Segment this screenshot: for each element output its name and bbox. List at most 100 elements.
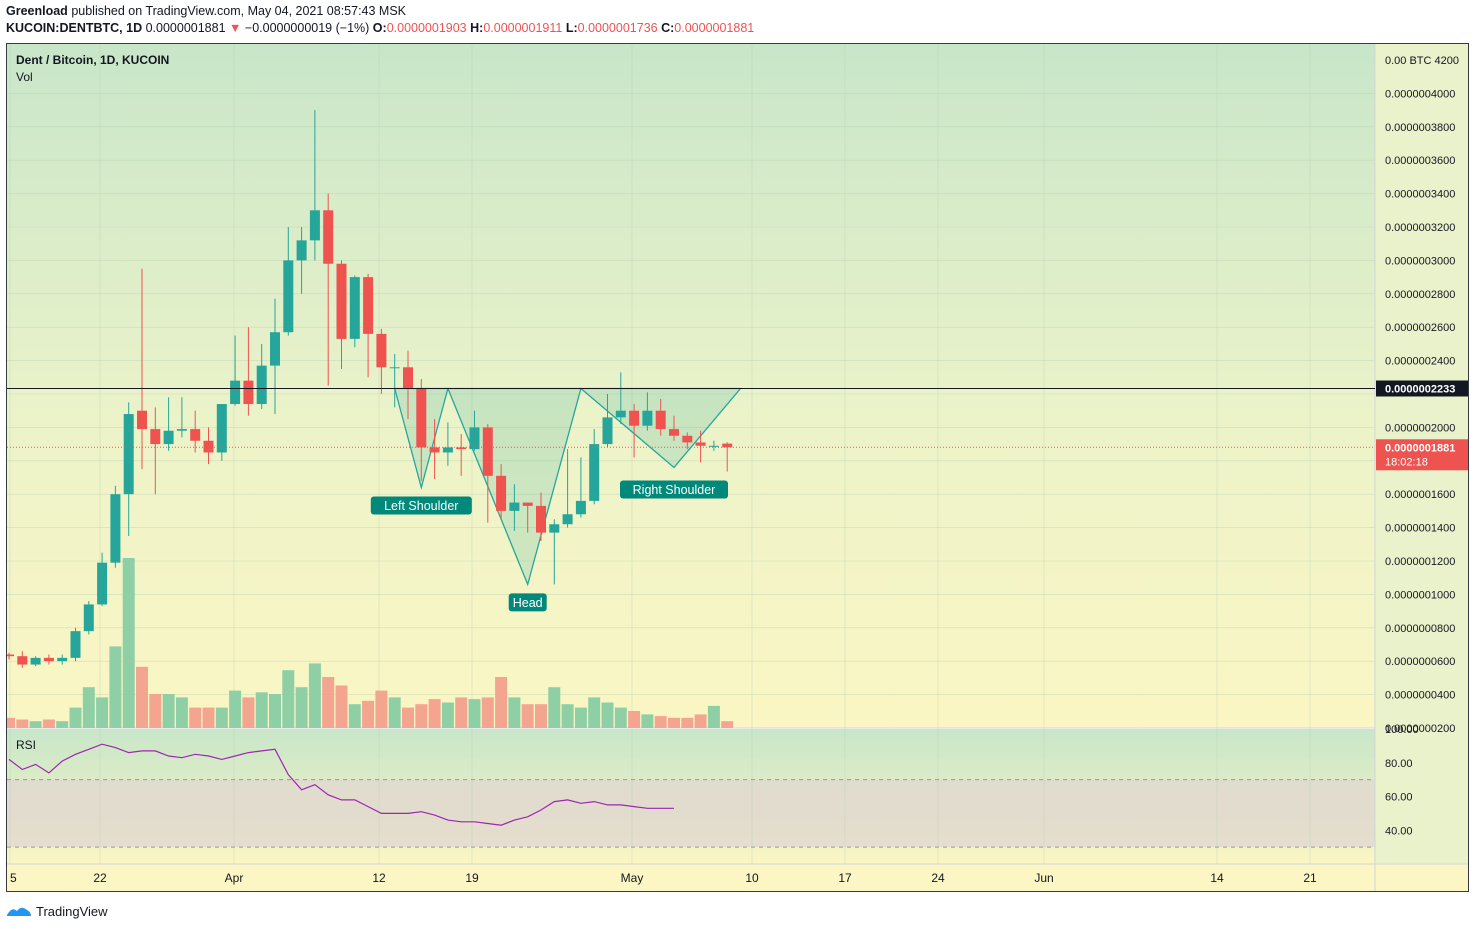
candle-body bbox=[669, 429, 679, 436]
change-down-icon: ▼ bbox=[229, 21, 242, 35]
candle-body bbox=[70, 631, 81, 658]
change-value: −0.0000000019 (−1%) bbox=[244, 21, 370, 35]
pattern-label-box bbox=[508, 593, 547, 612]
volume-bar bbox=[455, 697, 468, 728]
volume-bar bbox=[375, 690, 388, 728]
volume-bar bbox=[481, 697, 494, 728]
chart-area[interactable]: Left Shoulder Head Right Shoulder 0.00 BTC … bbox=[6, 43, 1469, 892]
volume-bar bbox=[96, 697, 109, 728]
candle-body bbox=[163, 430, 174, 445]
candle-body bbox=[522, 502, 533, 506]
price-tick-label: 0.0000000800 bbox=[1385, 623, 1455, 635]
author-name[interactable]: Greenload bbox=[6, 4, 68, 18]
horizontal-line-price-box bbox=[1376, 380, 1468, 397]
candle-body bbox=[83, 604, 94, 632]
price-tick-label: 0.0000001600 bbox=[1385, 489, 1455, 501]
volume-bar bbox=[335, 685, 348, 728]
low-value: 0.0000001736 bbox=[577, 21, 658, 35]
price-tick-label: 0.0000004000 bbox=[1385, 88, 1455, 100]
volume-bar bbox=[601, 702, 614, 728]
candle-body bbox=[708, 445, 719, 447]
candle-body bbox=[416, 388, 427, 448]
volume-bar bbox=[561, 704, 574, 728]
candle-body bbox=[536, 505, 546, 533]
volume-bar bbox=[415, 704, 428, 728]
price-tick-label: 0.0000001400 bbox=[1385, 523, 1455, 535]
candle-body bbox=[496, 475, 507, 511]
volume-bar bbox=[508, 697, 521, 728]
time-tick-label: 12 bbox=[372, 871, 386, 885]
brand-name: TradingView bbox=[36, 903, 108, 919]
volume-bar bbox=[535, 704, 547, 728]
time-tick-label: 17 bbox=[838, 871, 852, 885]
open-value: 0.0000001903 bbox=[386, 21, 467, 35]
volume-bar bbox=[162, 694, 175, 728]
time-tick-label: May bbox=[621, 871, 644, 885]
pattern-label: Left Shoulder bbox=[384, 499, 458, 513]
candle-body bbox=[97, 562, 108, 605]
volume-bar bbox=[495, 677, 508, 728]
candle-body bbox=[216, 404, 227, 453]
candle-body bbox=[296, 240, 307, 261]
candle-body bbox=[256, 365, 267, 405]
volume-bar bbox=[348, 704, 361, 728]
price-tick-label: 0.0000000400 bbox=[1385, 690, 1455, 702]
candle-body bbox=[575, 500, 586, 515]
last-price: 0.0000001881 bbox=[145, 21, 226, 35]
rsi-band-background bbox=[7, 779, 1375, 848]
volume-bar bbox=[468, 699, 481, 728]
candle-body bbox=[376, 333, 387, 368]
candle-body bbox=[363, 277, 374, 334]
candle-body bbox=[469, 427, 480, 450]
price-tick-label: 0.0000003400 bbox=[1385, 189, 1455, 201]
footer-brand[interactable]: TradingView bbox=[6, 901, 108, 921]
volume-bar bbox=[16, 719, 29, 728]
price-tick-label: 0.0000000200 bbox=[1385, 723, 1455, 735]
price-tick-label: 0.0000003600 bbox=[1385, 155, 1455, 167]
volume-bar bbox=[255, 692, 268, 728]
volume-bar bbox=[362, 700, 375, 728]
candle-body bbox=[456, 447, 467, 450]
volume-bar bbox=[295, 687, 308, 728]
volume-bar bbox=[308, 663, 321, 728]
time-tick-label: Jun bbox=[1034, 871, 1053, 885]
low-label: L: bbox=[565, 21, 578, 35]
chart-canvas[interactable]: Left Shoulder Head Right Shoulder 0.00 BTC … bbox=[7, 44, 1469, 892]
candle-body bbox=[43, 657, 54, 662]
candle-body bbox=[283, 260, 294, 333]
volume-bar bbox=[668, 717, 680, 728]
candle-body bbox=[549, 524, 560, 533]
time-axis-background bbox=[7, 864, 1375, 891]
volume-bar bbox=[109, 646, 122, 728]
tradingview-logo-icon bbox=[7, 907, 31, 916]
candle-body bbox=[123, 414, 134, 495]
volume-bar bbox=[548, 687, 561, 728]
candle-body bbox=[243, 380, 254, 405]
price-tick-label: 0.0000000600 bbox=[1385, 656, 1455, 668]
volume-bar bbox=[189, 707, 202, 728]
volume-bar bbox=[82, 687, 95, 728]
volume-bar bbox=[149, 694, 162, 728]
volume-bar bbox=[428, 699, 441, 728]
last-price-box bbox=[1376, 439, 1468, 471]
main-pane-title: Dent / Bitcoin, 1D, KUCOIN bbox=[16, 53, 170, 67]
candle-body bbox=[429, 447, 440, 453]
candle-body bbox=[349, 277, 360, 339]
candle-body bbox=[57, 657, 68, 662]
rsi-label: RSI bbox=[16, 738, 37, 752]
close-value: 0.0000001881 bbox=[674, 21, 755, 35]
candle-body bbox=[615, 410, 626, 418]
candle-body bbox=[562, 514, 573, 525]
volume-bar bbox=[269, 694, 281, 728]
price-tick-label: 0.0000003200 bbox=[1385, 222, 1455, 234]
candle-body bbox=[602, 417, 613, 445]
candle-body bbox=[722, 443, 733, 448]
candle-body bbox=[190, 429, 201, 441]
candle-body bbox=[482, 427, 493, 476]
close-label: C: bbox=[661, 21, 675, 35]
publish-text: published on TradingView.com, May 04, 20… bbox=[71, 4, 407, 18]
volume-bar bbox=[56, 721, 69, 728]
volume-bar bbox=[282, 670, 295, 728]
price-tick-label: 0.0000002400 bbox=[1385, 356, 1455, 368]
last-price-label: 0.0000001881 bbox=[1385, 442, 1455, 454]
